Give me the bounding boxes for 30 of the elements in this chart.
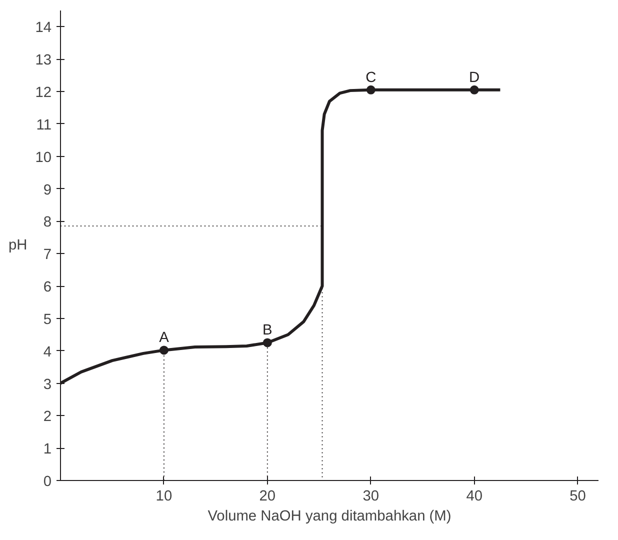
x-axis-title: Volume NaOH yang ditambahkan (M) (208, 508, 452, 524)
x-tick-label: 40 (466, 488, 483, 504)
y-tick-label: 10 (35, 150, 52, 166)
y-tick-label: 5 (43, 312, 52, 328)
annotation: A (159, 330, 170, 346)
x-tick-label: 50 (570, 488, 586, 504)
point (159, 346, 168, 355)
y-tick-label: 7 (43, 247, 52, 264)
x-tick-label: 10 (156, 488, 172, 504)
point (366, 85, 376, 94)
y-tick-label: 3 (43, 376, 52, 393)
annotation: B (262, 322, 272, 339)
annotation: D (469, 70, 480, 86)
y-axis-title: pH (8, 238, 28, 254)
y-tick-label: 13 (35, 52, 52, 69)
y-tick-label: 12 (35, 85, 52, 102)
annotation: C (366, 70, 377, 86)
y-tick-label: 11 (36, 117, 52, 134)
x-tick-label: 20 (259, 488, 276, 504)
y-tick-label: 1 (43, 442, 52, 458)
y-tick-label: 6 (43, 280, 52, 296)
y-tick-label: 0 (43, 474, 52, 490)
x-tick-label: 30 (362, 488, 380, 504)
y-tick-label: 4 (43, 344, 52, 360)
y-tick-label: 8 (43, 214, 52, 231)
y-tick-label: 9 (43, 182, 52, 198)
point (470, 85, 479, 94)
y-tick-label: 14 (35, 20, 52, 36)
y-tick-label: 2 (43, 409, 52, 426)
point (262, 338, 272, 348)
